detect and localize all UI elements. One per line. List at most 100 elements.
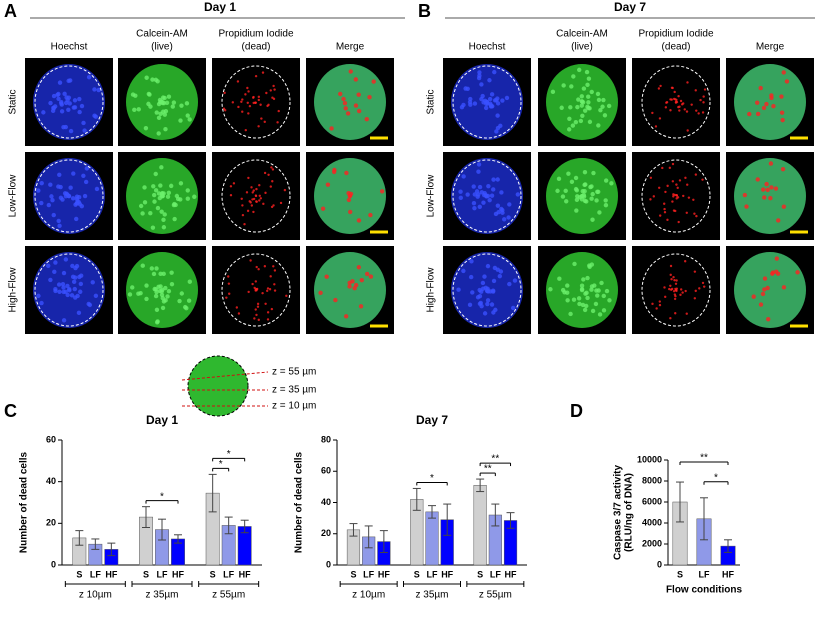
column-header: Propidium Iodide bbox=[638, 29, 713, 40]
panel-label: D bbox=[570, 401, 583, 421]
cell bbox=[142, 185, 147, 190]
cell bbox=[356, 108, 362, 114]
cell bbox=[477, 204, 482, 210]
cell bbox=[581, 86, 587, 91]
error-bar bbox=[676, 481, 684, 523]
outline bbox=[34, 65, 104, 139]
cell bbox=[500, 98, 505, 103]
cell bbox=[256, 302, 260, 306]
cell bbox=[580, 100, 586, 105]
cell bbox=[247, 112, 250, 115]
cell bbox=[254, 194, 258, 198]
cell bbox=[254, 74, 258, 78]
cell bbox=[669, 284, 672, 287]
cell bbox=[155, 79, 160, 84]
cell bbox=[153, 171, 158, 177]
cell bbox=[150, 77, 155, 82]
panel-label: B bbox=[418, 1, 431, 21]
cell bbox=[583, 291, 588, 296]
cell bbox=[56, 282, 62, 287]
column-header: Hoechst bbox=[469, 42, 506, 53]
cell bbox=[72, 98, 78, 103]
cell bbox=[744, 204, 749, 209]
error-bar bbox=[142, 506, 150, 528]
x-tick-label: HF bbox=[239, 569, 251, 579]
cell bbox=[253, 317, 256, 320]
spheroid-schematic bbox=[187, 355, 249, 417]
cell bbox=[165, 194, 171, 199]
cell bbox=[482, 274, 487, 279]
cell bbox=[765, 187, 770, 193]
outline bbox=[452, 253, 522, 327]
z-label: z = 35 µm bbox=[272, 385, 316, 396]
cell bbox=[495, 113, 500, 118]
cell bbox=[780, 117, 785, 123]
cell bbox=[252, 197, 256, 201]
cell bbox=[269, 275, 272, 278]
cell bbox=[342, 100, 348, 106]
y-tick-label: 6000 bbox=[642, 496, 662, 506]
cell bbox=[675, 194, 678, 197]
panel-label: C bbox=[4, 401, 17, 421]
cell bbox=[582, 307, 588, 313]
cell bbox=[268, 288, 272, 291]
cell bbox=[48, 182, 53, 187]
cell bbox=[578, 118, 584, 124]
cell bbox=[143, 125, 149, 131]
cell bbox=[773, 186, 779, 191]
cell bbox=[269, 89, 272, 92]
cell bbox=[166, 190, 172, 196]
cell bbox=[51, 93, 57, 99]
cell bbox=[78, 289, 83, 294]
cell bbox=[590, 308, 596, 314]
cell bbox=[795, 270, 800, 275]
cell bbox=[784, 79, 790, 84]
cell bbox=[658, 186, 661, 189]
cell bbox=[170, 104, 175, 109]
cell bbox=[762, 276, 768, 281]
cell bbox=[156, 191, 162, 196]
cell bbox=[156, 131, 161, 136]
cell bbox=[78, 281, 84, 287]
cell bbox=[568, 311, 573, 317]
error-bar bbox=[75, 530, 84, 546]
cell bbox=[703, 88, 707, 91]
cell bbox=[687, 196, 691, 199]
cell bbox=[485, 301, 490, 307]
cell bbox=[573, 175, 579, 181]
cell bbox=[171, 100, 177, 105]
cell bbox=[356, 92, 361, 97]
z-label: z = 10 µm bbox=[272, 401, 316, 412]
cell bbox=[779, 110, 785, 115]
significance-label: ** bbox=[484, 464, 492, 475]
cell bbox=[63, 100, 69, 106]
x-tick-label: LF bbox=[699, 569, 710, 579]
cell bbox=[458, 195, 464, 200]
error-bar bbox=[240, 519, 249, 534]
cell bbox=[130, 92, 136, 97]
cell bbox=[598, 107, 603, 113]
cell bbox=[187, 117, 192, 122]
cell bbox=[237, 105, 240, 109]
cell bbox=[461, 268, 466, 274]
cell bbox=[555, 188, 560, 194]
cell bbox=[163, 298, 168, 303]
cell bbox=[487, 78, 492, 83]
cell bbox=[161, 100, 167, 106]
cell bbox=[755, 111, 761, 117]
cell bbox=[694, 289, 697, 293]
cell bbox=[679, 288, 683, 291]
cell bbox=[379, 189, 385, 194]
error-bar bbox=[412, 487, 421, 511]
cell bbox=[146, 91, 152, 97]
cell bbox=[229, 185, 233, 188]
cell bbox=[695, 109, 698, 112]
significance-label: ** bbox=[700, 453, 708, 464]
cell bbox=[153, 287, 159, 292]
cell bbox=[479, 96, 484, 102]
significance-label: * bbox=[160, 491, 164, 502]
cell bbox=[583, 182, 588, 187]
cell bbox=[655, 307, 658, 310]
cell bbox=[771, 103, 776, 109]
cell bbox=[601, 308, 607, 313]
